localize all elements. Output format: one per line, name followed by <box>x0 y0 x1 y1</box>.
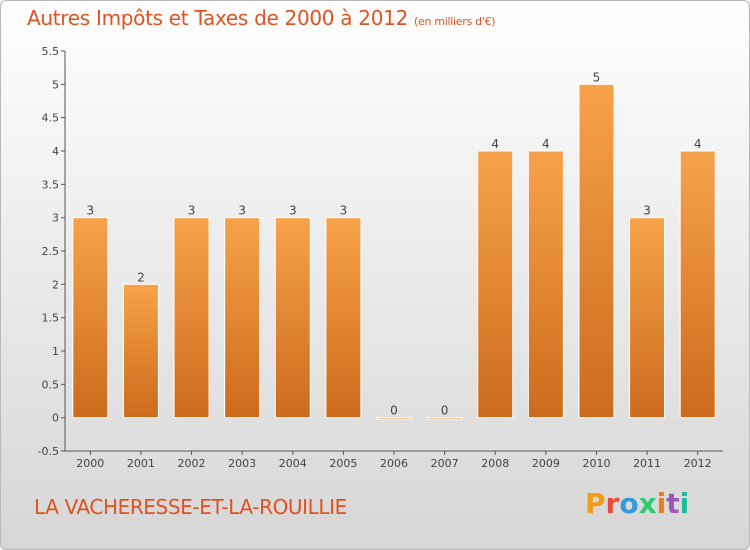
bar <box>527 150 564 419</box>
bar <box>224 217 261 419</box>
x-tick-label: 2001 <box>127 457 155 470</box>
data-label: 3 <box>86 204 94 218</box>
x-tick-label: 2012 <box>684 457 712 470</box>
x-tick-label: 2000 <box>76 457 104 470</box>
bar <box>72 217 109 419</box>
y-tick-label: 0.5 <box>42 378 60 391</box>
bar <box>173 217 210 419</box>
brand-letter: i <box>679 487 690 520</box>
bar <box>426 417 463 420</box>
brand-letter: o <box>619 487 639 520</box>
y-tick-label: 1 <box>52 345 59 358</box>
brand-letter: i <box>656 487 667 520</box>
x-tick-label: 2004 <box>279 457 307 470</box>
brand-letter: P <box>585 487 606 520</box>
y-tick-label: 5.5 <box>42 45 60 58</box>
bar <box>376 417 412 420</box>
chart-title: Autres Impôts et Taxes de 2000 à 2012 (en… <box>27 6 495 30</box>
data-label: 4 <box>694 137 702 151</box>
y-tick-label: 4.5 <box>42 112 60 125</box>
data-label: 0 <box>441 404 449 418</box>
brand-letter: x <box>638 487 657 520</box>
data-label: 0 <box>390 404 398 418</box>
bars <box>72 83 716 420</box>
data-label: 3 <box>643 204 651 218</box>
data-label: 3 <box>340 204 348 218</box>
bar <box>325 217 362 419</box>
data-label: 3 <box>188 204 196 218</box>
bar <box>274 217 311 419</box>
brand-letter: r <box>605 487 620 520</box>
data-label: 4 <box>542 137 550 151</box>
chart-unit: (en milliers d'€) <box>414 15 496 28</box>
bar <box>679 150 716 419</box>
proxiti-logo[interactable]: Proxiti <box>585 487 689 520</box>
data-labels: 3 2 3 3 3 3 0 0 4 4 5 3 4 <box>86 70 701 417</box>
y-tick-label: 0 <box>52 412 59 425</box>
y-tick-label: -0.5 <box>38 445 59 458</box>
y-tick-label: 1.5 <box>42 312 60 325</box>
data-label: 5 <box>593 70 601 84</box>
x-tick-label: 2006 <box>380 457 408 470</box>
bar <box>629 217 666 419</box>
x-tick-label: 2005 <box>329 457 357 470</box>
bar <box>122 283 159 419</box>
y-tick-label: 3.5 <box>42 178 60 191</box>
data-label: 2 <box>137 270 145 284</box>
x-tick-label: 2003 <box>228 457 256 470</box>
x-tick-label: 2002 <box>178 457 206 470</box>
x-tick-label: 2011 <box>633 457 661 470</box>
y-tick-label: 3 <box>52 212 59 225</box>
data-label: 3 <box>238 204 246 218</box>
bar <box>578 83 615 419</box>
y-tick-label: 5 <box>52 78 59 91</box>
chart-title-text: Autres Impôts et Taxes de 2000 à 2012 <box>27 6 408 30</box>
x-tick-label: 2008 <box>481 457 509 470</box>
bar <box>477 150 514 419</box>
x-tick-label: 2009 <box>532 457 560 470</box>
data-label: 4 <box>491 137 499 151</box>
y-tick-label: 2.5 <box>42 245 60 258</box>
y-tick-label: 4 <box>52 145 59 158</box>
data-label: 3 <box>289 204 297 218</box>
y-tick-label: 2 <box>52 278 59 291</box>
x-tick-label: 2010 <box>582 457 610 470</box>
x-tick-label: 2007 <box>431 457 459 470</box>
commune-name: LA VACHERESSE-ET-LA-ROUILLIE <box>34 495 347 519</box>
brand-letter: t <box>666 487 680 520</box>
